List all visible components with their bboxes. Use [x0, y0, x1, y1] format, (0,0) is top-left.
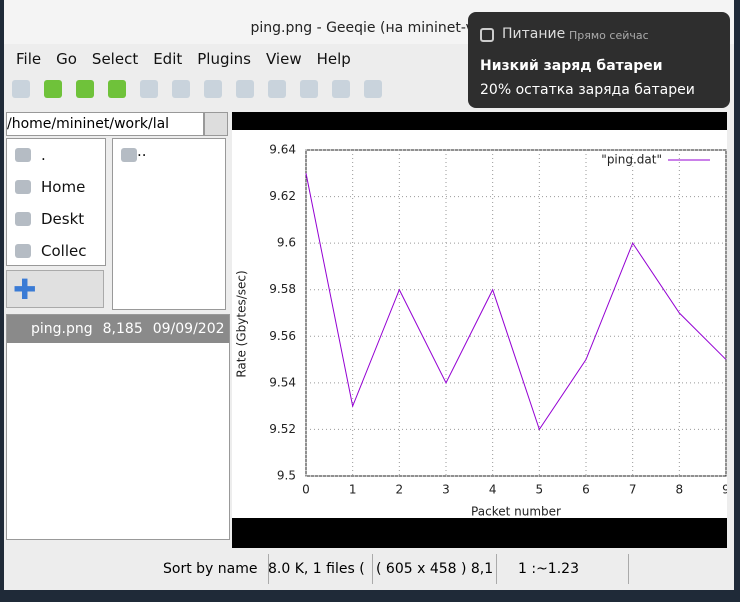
file-row[interactable]: ping.png 8,185 09/09/202	[7, 315, 229, 343]
zoom-info: 1 :~1.23	[498, 554, 629, 584]
image-info: ( 605 x 458 ) 8,1	[374, 554, 497, 584]
window-title: ping.png - Geeqie (на mininet-vm	[250, 20, 488, 36]
y-tick-label: 9.5	[277, 469, 296, 483]
path-dropdown[interactable]	[204, 112, 228, 136]
y-tick-label: 9.58	[269, 282, 296, 296]
y-tick-label: 9.56	[269, 329, 296, 343]
chart: Rate (Gbytes/sec) Packet number 9.5 9.52 9…	[232, 130, 727, 519]
plot-image	[232, 130, 727, 518]
x-tick-label: 1	[349, 483, 357, 497]
menu-bar: File Go Select Edit Plugins View Help	[16, 50, 351, 68]
tool-button[interactable]	[108, 80, 126, 98]
y-tick-label: 9.6	[277, 236, 296, 250]
menu-item[interactable]: Plugins	[197, 50, 251, 68]
image-view: Rate (Gbytes/sec) Packet number 9.5 9.52 9…	[232, 112, 727, 548]
folder-item[interactable]: Deskt	[7, 203, 105, 235]
tool-button[interactable]	[236, 80, 254, 98]
y-tick-label: 9.64	[269, 143, 296, 157]
x-tick-label: 9	[722, 483, 727, 497]
file-rows: ping.png 8,185 09/09/202	[7, 315, 229, 343]
notification-app: Питание	[502, 26, 566, 42]
add-button[interactable]: ✚	[6, 270, 104, 308]
data-line	[305, 173, 727, 431]
notification-body: 20% остатка заряда батареи	[480, 82, 695, 98]
file-list: ping.png 8,185 09/09/202	[6, 314, 230, 540]
y-tick-label: 9.54	[269, 375, 296, 389]
y-tick-label: 9.52	[269, 422, 296, 436]
file-date: 09/09/202	[152, 321, 225, 337]
notification-icon	[480, 28, 494, 42]
tool-button[interactable]	[204, 80, 222, 98]
folder-item[interactable]: Collec	[7, 235, 105, 265]
x-tick-label: 3	[442, 483, 450, 497]
file-info: 8.0 K, 1 files (	[266, 554, 373, 584]
legend-label: "ping.dat"	[601, 153, 662, 167]
menu-item[interactable]: Go	[56, 50, 77, 68]
file-size: 8,185	[102, 321, 143, 337]
x-tick-label: 4	[489, 483, 497, 497]
x-tick-label: 6	[582, 483, 590, 497]
menu-item[interactable]: Edit	[153, 50, 183, 68]
sort-button[interactable]: Sort by name	[159, 554, 269, 584]
y-tick-label: 9.62	[269, 189, 296, 203]
x-tick-label: 7	[629, 483, 637, 497]
x-tick-label: 8	[676, 483, 684, 497]
tool-button[interactable]	[364, 80, 382, 98]
notification[interactable]: Питание Прямо сейчас Низкий заряд батаре…	[468, 12, 730, 108]
x-tick-label: 5	[536, 483, 544, 497]
path: /home/mininet/work/lal	[7, 116, 170, 132]
folder-item[interactable]: .	[7, 139, 105, 171]
tool-button[interactable]	[44, 80, 62, 98]
folder-item[interactable]: Home	[7, 171, 105, 203]
tool-button[interactable]	[172, 80, 190, 98]
status-bar: Sort by name 8.0 K, 1 files ( ( 605 x 45…	[4, 554, 734, 586]
x-axis-label: Packet number	[471, 505, 561, 519]
file-name: ping.png	[31, 321, 93, 337]
tool-button[interactable]	[12, 80, 30, 98]
tool-button[interactable]	[268, 80, 286, 98]
path-entry[interactable]: /home/mininet/work/lal	[6, 112, 204, 136]
folder-list: . Home Deskt Collec	[6, 138, 106, 266]
tool-button[interactable]	[332, 80, 350, 98]
menu-item[interactable]: Help	[316, 50, 351, 68]
subfolder-item[interactable]: ..	[113, 139, 225, 163]
toolbar	[12, 80, 382, 98]
menu-item[interactable]: View	[266, 50, 302, 68]
tool-button[interactable]	[76, 80, 94, 98]
subfolder-list: ..	[112, 138, 226, 310]
notification-time: Прямо сейчас	[569, 29, 649, 42]
menu-item[interactable]: File	[16, 50, 42, 68]
tool-button[interactable]	[140, 80, 158, 98]
y-axis-label: Rate (Gbytes/sec)	[235, 270, 249, 377]
plot-frame	[305, 149, 727, 477]
x-tick-label: 0	[302, 483, 310, 497]
x-tick-label: 2	[396, 483, 404, 497]
notification-title: Низкий заряд батареи	[480, 58, 663, 74]
tool-button[interactable]	[300, 80, 318, 98]
menu-item[interactable]: Select	[91, 50, 139, 68]
